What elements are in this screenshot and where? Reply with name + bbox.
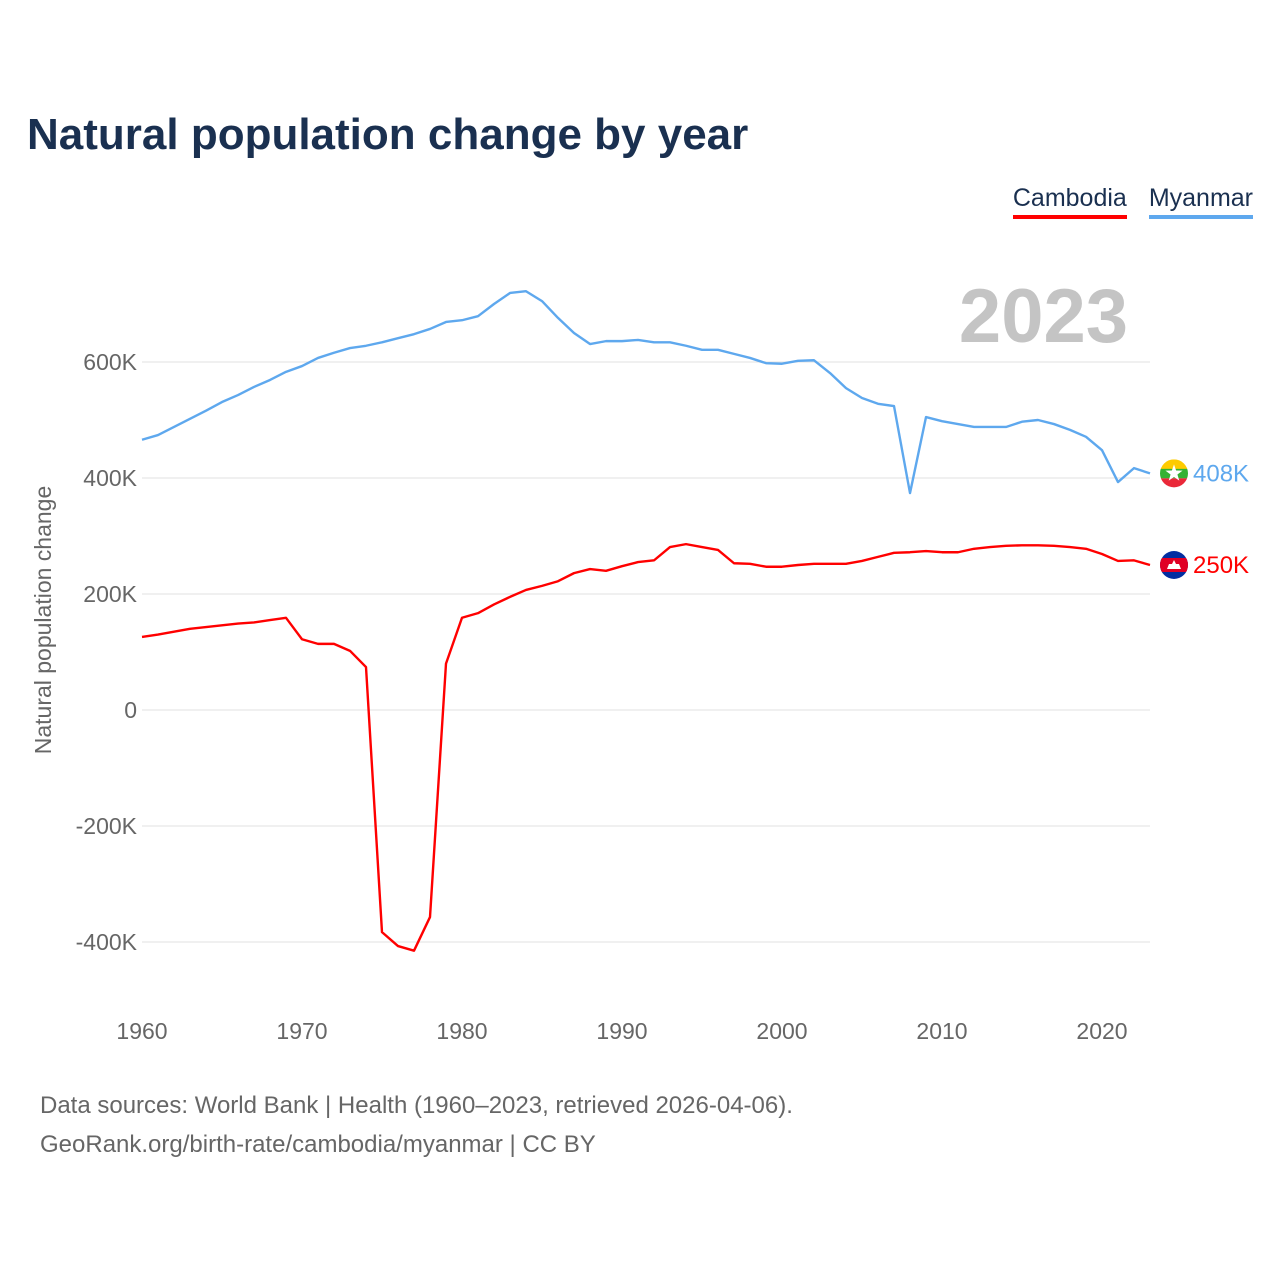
year-label: 2023 [959, 274, 1128, 359]
x-tick-label: 1980 [436, 1018, 487, 1044]
x-tick-label: 2020 [1076, 1018, 1127, 1044]
series-line-myanmar [141, 290, 1151, 495]
x-tick-label: 2000 [756, 1018, 807, 1044]
end-value-label: 250K [1193, 552, 1249, 579]
y-tick-label: -400K [76, 929, 138, 955]
x-tick-label: 1970 [276, 1018, 327, 1044]
y-axis-label: Natural population change [30, 486, 56, 755]
y-tick-label: 200K [83, 581, 137, 607]
y-tick-label: 0 [124, 697, 137, 723]
legend: Cambodia Myanmar [1012, 184, 1253, 219]
legend-cambodia[interactable]: Cambodia [1012, 184, 1127, 219]
footer: Data sources: World Bank | Health (1960–… [40, 1086, 793, 1164]
series-line-cambodia [141, 542, 1151, 952]
y-tick-label: 400K [83, 465, 137, 491]
x-tick-label: 2010 [916, 1018, 967, 1044]
end-value-label: 408K [1193, 460, 1249, 487]
footer-link[interactable]: GeoRank.org/birth-rate/cambodia/myanmar … [40, 1131, 596, 1158]
cambodia-flag-icon [1160, 551, 1188, 579]
myanmar-flag-icon [1160, 459, 1188, 488]
chart-title: Natural population change by year [27, 110, 749, 159]
x-tick-label: 1960 [116, 1018, 167, 1044]
footer-sources: Data sources: World Bank | Health (1960–… [40, 1092, 793, 1119]
y-tick-label: -200K [76, 813, 138, 839]
x-tick-label: 1990 [596, 1018, 647, 1044]
y-tick-label: 600K [83, 349, 137, 375]
legend-myanmar[interactable]: Myanmar [1148, 184, 1253, 219]
